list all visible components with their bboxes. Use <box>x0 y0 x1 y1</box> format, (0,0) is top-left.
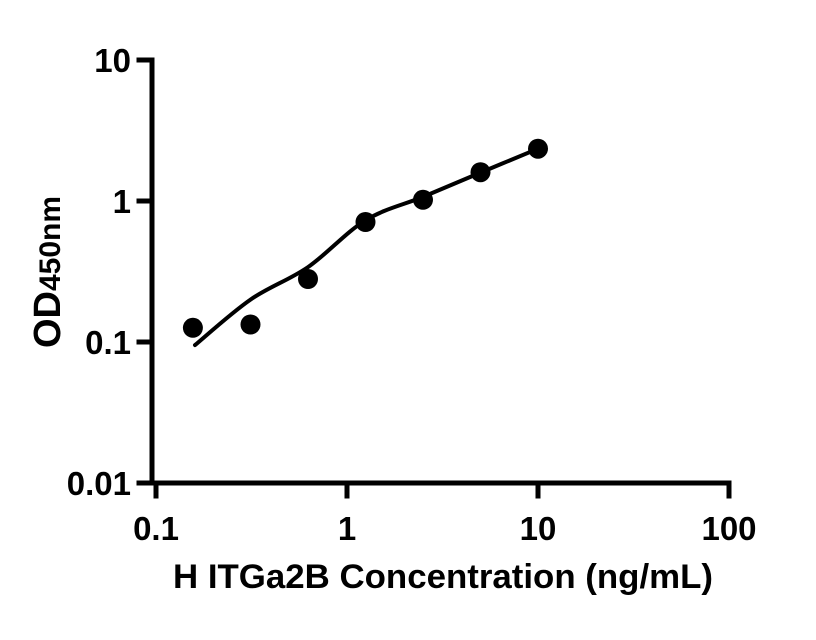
y-axis-title-sub: 450nm <box>34 196 67 291</box>
axis-lines <box>149 57 732 486</box>
y-tick-label: 0.1 <box>85 324 131 361</box>
x-tick-label: 100 <box>701 510 756 547</box>
y-tick-label: 10 <box>94 42 131 79</box>
data-point <box>355 212 376 232</box>
data-point <box>413 189 433 210</box>
data-point <box>240 314 261 335</box>
data-point <box>470 162 491 183</box>
x-tick-label: 10 <box>520 510 557 547</box>
data-point <box>298 269 318 289</box>
x-tick-label: 0.1 <box>133 510 179 547</box>
data-point <box>182 317 203 338</box>
y-axis-title-main: OD <box>27 291 69 348</box>
y-axis-ticks: 10 1 0.1 0.01 <box>67 42 152 502</box>
y-axis-title: OD450nm <box>27 196 69 348</box>
y-tick-label: 1 <box>113 183 131 220</box>
x-axis-title: H ITGa2B Concentration (ng/mL) <box>173 558 713 596</box>
x-tick-label: 1 <box>338 510 356 547</box>
data-points <box>182 138 548 338</box>
x-axis-ticks: 0.1 1 10 100 <box>133 483 757 547</box>
y-tick-label: 0.01 <box>67 465 131 502</box>
data-point <box>528 138 548 159</box>
